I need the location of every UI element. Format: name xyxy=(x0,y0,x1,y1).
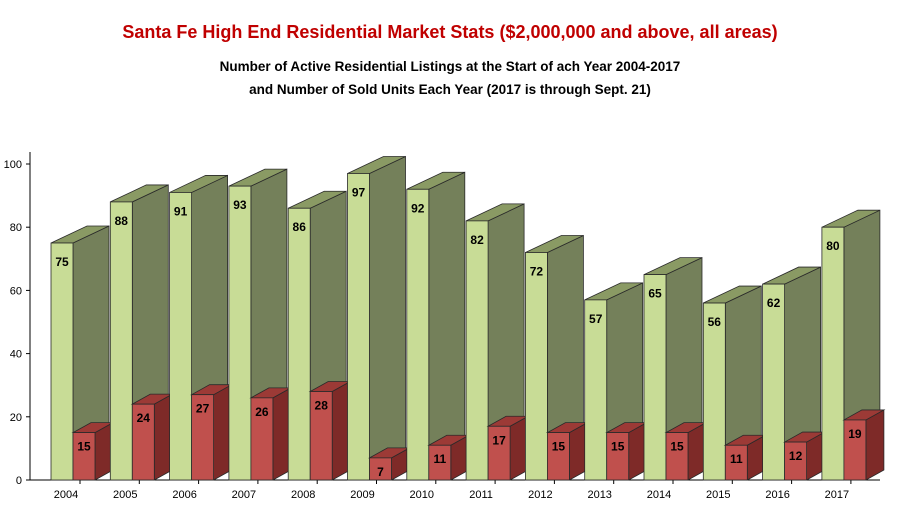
bar-sold xyxy=(606,432,630,481)
data-label-sold: 17 xyxy=(492,433,506,447)
data-label-sold: 28 xyxy=(315,399,329,413)
x-tick-label: 2004 xyxy=(54,489,78,501)
data-label-active: 92 xyxy=(411,201,425,215)
bar-sold xyxy=(784,441,807,481)
x-tick-label: 2014 xyxy=(647,489,671,501)
x-tick-label: 2016 xyxy=(765,489,789,501)
data-label-active: 88 xyxy=(115,214,129,228)
data-label-active: 72 xyxy=(530,264,544,278)
data-label-sold: 11 xyxy=(433,452,446,466)
bar-active xyxy=(702,302,726,481)
data-label-sold: 27 xyxy=(196,402,210,416)
y-tick-label: 80 xyxy=(10,222,22,234)
data-label-sold: 11 xyxy=(730,452,743,466)
x-tick-label: 2008 xyxy=(291,489,315,501)
bar-sold xyxy=(250,397,274,481)
data-label-active: 62 xyxy=(767,296,781,310)
y-tick-label: 20 xyxy=(10,412,22,424)
chart-subtitle-line-2: and Number of Sold Units Each Year (2017… xyxy=(249,82,651,97)
data-label-active: 56 xyxy=(708,315,722,329)
data-label-sold: 7 xyxy=(377,465,384,479)
x-tick-label: 2007 xyxy=(232,489,256,501)
data-label-sold: 24 xyxy=(137,411,151,425)
y-tick-label: 60 xyxy=(10,285,22,297)
chart-title: Santa Fe High End Residential Market Sta… xyxy=(122,22,778,42)
bar-sold xyxy=(309,391,333,481)
bar-active xyxy=(406,188,430,481)
data-label-active: 65 xyxy=(648,287,662,301)
bar-sold xyxy=(843,419,867,481)
bar-sold xyxy=(131,403,155,481)
bar-sold xyxy=(72,432,96,481)
y-tick-label: 0 xyxy=(16,475,22,487)
bar-active-side xyxy=(369,155,406,481)
x-tick-label: 2011 xyxy=(469,489,493,501)
bar-active xyxy=(465,220,489,481)
bar-active xyxy=(347,173,370,481)
bar-active xyxy=(109,201,133,481)
data-label-active: 91 xyxy=(174,204,188,218)
bar-sold-side xyxy=(865,409,885,481)
bar-active xyxy=(762,283,785,481)
bar-active xyxy=(821,226,845,481)
data-label-sold: 15 xyxy=(670,440,684,454)
bar-active xyxy=(169,192,193,481)
data-label-active: 86 xyxy=(293,220,307,234)
x-tick-label: 2005 xyxy=(113,489,137,501)
x-tick-label: 2006 xyxy=(172,489,196,501)
data-label-sold: 15 xyxy=(552,440,566,454)
chart-subtitle-line-1: Number of Active Residential Listings at… xyxy=(219,59,681,74)
bar-active-side xyxy=(428,171,466,481)
bar-sold xyxy=(191,394,215,481)
bar-active xyxy=(584,299,608,481)
bar-sold xyxy=(547,432,570,481)
x-tick-label: 2015 xyxy=(706,489,730,501)
bar-sold xyxy=(724,444,748,481)
data-label-sold: 12 xyxy=(789,449,803,463)
y-tick-label: 40 xyxy=(10,349,22,361)
data-label-active: 57 xyxy=(589,312,603,326)
x-tick-label: 2017 xyxy=(825,489,849,501)
data-label-active: 93 xyxy=(233,198,247,212)
bar-active xyxy=(50,242,74,481)
bar-active xyxy=(228,185,252,481)
x-tick-label: 2012 xyxy=(528,489,552,501)
data-label-sold: 26 xyxy=(255,405,269,419)
bar-sold xyxy=(369,457,392,481)
data-label-sold: 15 xyxy=(611,440,625,454)
data-label-active: 82 xyxy=(470,233,484,247)
bar-sold xyxy=(487,425,511,481)
bar-sold xyxy=(665,432,689,481)
x-tick-label: 2009 xyxy=(350,489,374,501)
x-tick-label: 2010 xyxy=(410,489,434,501)
bar-active xyxy=(287,207,311,481)
data-label-active: 97 xyxy=(352,185,366,199)
x-tick-label: 2013 xyxy=(587,489,611,501)
data-label-active: 75 xyxy=(55,255,69,269)
data-label-sold: 19 xyxy=(848,427,862,441)
y-tick-label: 100 xyxy=(4,159,22,171)
bar-sold xyxy=(428,444,452,481)
bar-active xyxy=(525,252,548,481)
bar-active xyxy=(643,274,667,481)
data-label-sold: 15 xyxy=(77,440,91,454)
data-label-active: 80 xyxy=(826,239,840,253)
